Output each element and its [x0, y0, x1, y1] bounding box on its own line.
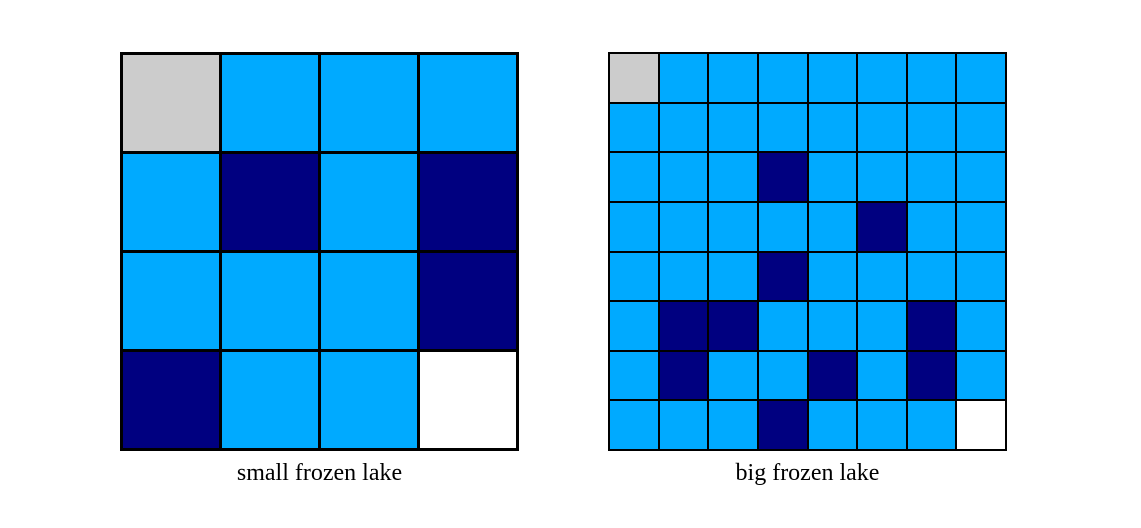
frozen-cell [321, 55, 417, 151]
frozen-cell [758, 351, 807, 400]
big-frozen-lake-caption: big frozen lake [735, 460, 880, 486]
frozen-cell [709, 252, 757, 301]
frozen-cell [709, 103, 757, 152]
frozen-cell [808, 103, 857, 152]
frozen-cell [758, 302, 807, 350]
frozen-cell [659, 54, 708, 102]
frozen-cell [123, 253, 219, 349]
frozen-cell [222, 55, 318, 151]
start-cell [123, 55, 219, 151]
frozen-cell [858, 103, 906, 152]
frozen-cell [321, 154, 417, 250]
frozen-cell [957, 252, 1005, 301]
hole-cell [420, 253, 516, 349]
hole-cell [907, 302, 956, 350]
frozen-cell [709, 153, 757, 201]
hole-cell [758, 401, 807, 449]
frozen-cell [907, 401, 956, 449]
frozen-cell [858, 153, 906, 201]
frozen-cell [222, 253, 318, 349]
frozen-cell [808, 202, 857, 251]
hole-cell [858, 202, 906, 251]
frozen-cell [858, 401, 906, 449]
hole-cell [758, 252, 807, 301]
frozen-cell [222, 352, 318, 448]
hole-cell [123, 352, 219, 448]
frozen-cell [808, 54, 857, 102]
frozen-cell [659, 103, 708, 152]
hole-cell [758, 153, 807, 201]
frozen-cell [610, 302, 658, 350]
goal-cell [957, 401, 1005, 449]
frozen-cell [321, 253, 417, 349]
frozen-cell [957, 153, 1005, 201]
frozen-cell [957, 202, 1005, 251]
frozen-cell [957, 351, 1005, 400]
frozen-cell [709, 202, 757, 251]
frozen-cell [610, 153, 658, 201]
frozen-cell [610, 401, 658, 449]
frozen-cell [957, 54, 1005, 102]
frozen-cell [321, 352, 417, 448]
frozen-cell [907, 54, 956, 102]
frozen-cell [709, 401, 757, 449]
frozen-cell [858, 351, 906, 400]
frozen-cell [659, 202, 708, 251]
frozen-cell [659, 401, 708, 449]
start-cell [610, 54, 658, 102]
frozen-cell [808, 401, 857, 449]
frozen-cell [758, 202, 807, 251]
frozen-cell [907, 252, 956, 301]
big-frozen-lake-grid [608, 52, 1007, 451]
goal-cell [420, 352, 516, 448]
frozen-cell [123, 154, 219, 250]
frozen-cell [907, 103, 956, 152]
frozen-cell [420, 55, 516, 151]
hole-cell [709, 302, 757, 350]
small-frozen-lake-caption: small frozen lake [236, 460, 403, 486]
frozen-cell [858, 302, 906, 350]
frozen-cell [758, 103, 807, 152]
frozen-cell [709, 54, 757, 102]
frozen-cell [610, 252, 658, 301]
hole-cell [222, 154, 318, 250]
hole-cell [659, 351, 708, 400]
frozen-cell [610, 202, 658, 251]
frozen-cell [808, 252, 857, 301]
frozen-cell [808, 302, 857, 350]
hole-cell [907, 351, 956, 400]
frozen-cell [858, 252, 906, 301]
hole-cell [808, 351, 857, 400]
hole-cell [659, 302, 708, 350]
frozen-cell [610, 103, 658, 152]
frozen-cell [659, 252, 708, 301]
frozen-cell [907, 153, 956, 201]
hole-cell [420, 154, 516, 250]
frozen-cell [808, 153, 857, 201]
small-frozen-lake-grid [120, 52, 519, 451]
frozen-cell [957, 103, 1005, 152]
frozen-cell [907, 202, 956, 251]
frozen-cell [858, 54, 906, 102]
frozen-cell [610, 351, 658, 400]
frozen-cell [957, 302, 1005, 350]
frozen-cell [709, 351, 757, 400]
frozen-cell [758, 54, 807, 102]
frozen-cell [659, 153, 708, 201]
